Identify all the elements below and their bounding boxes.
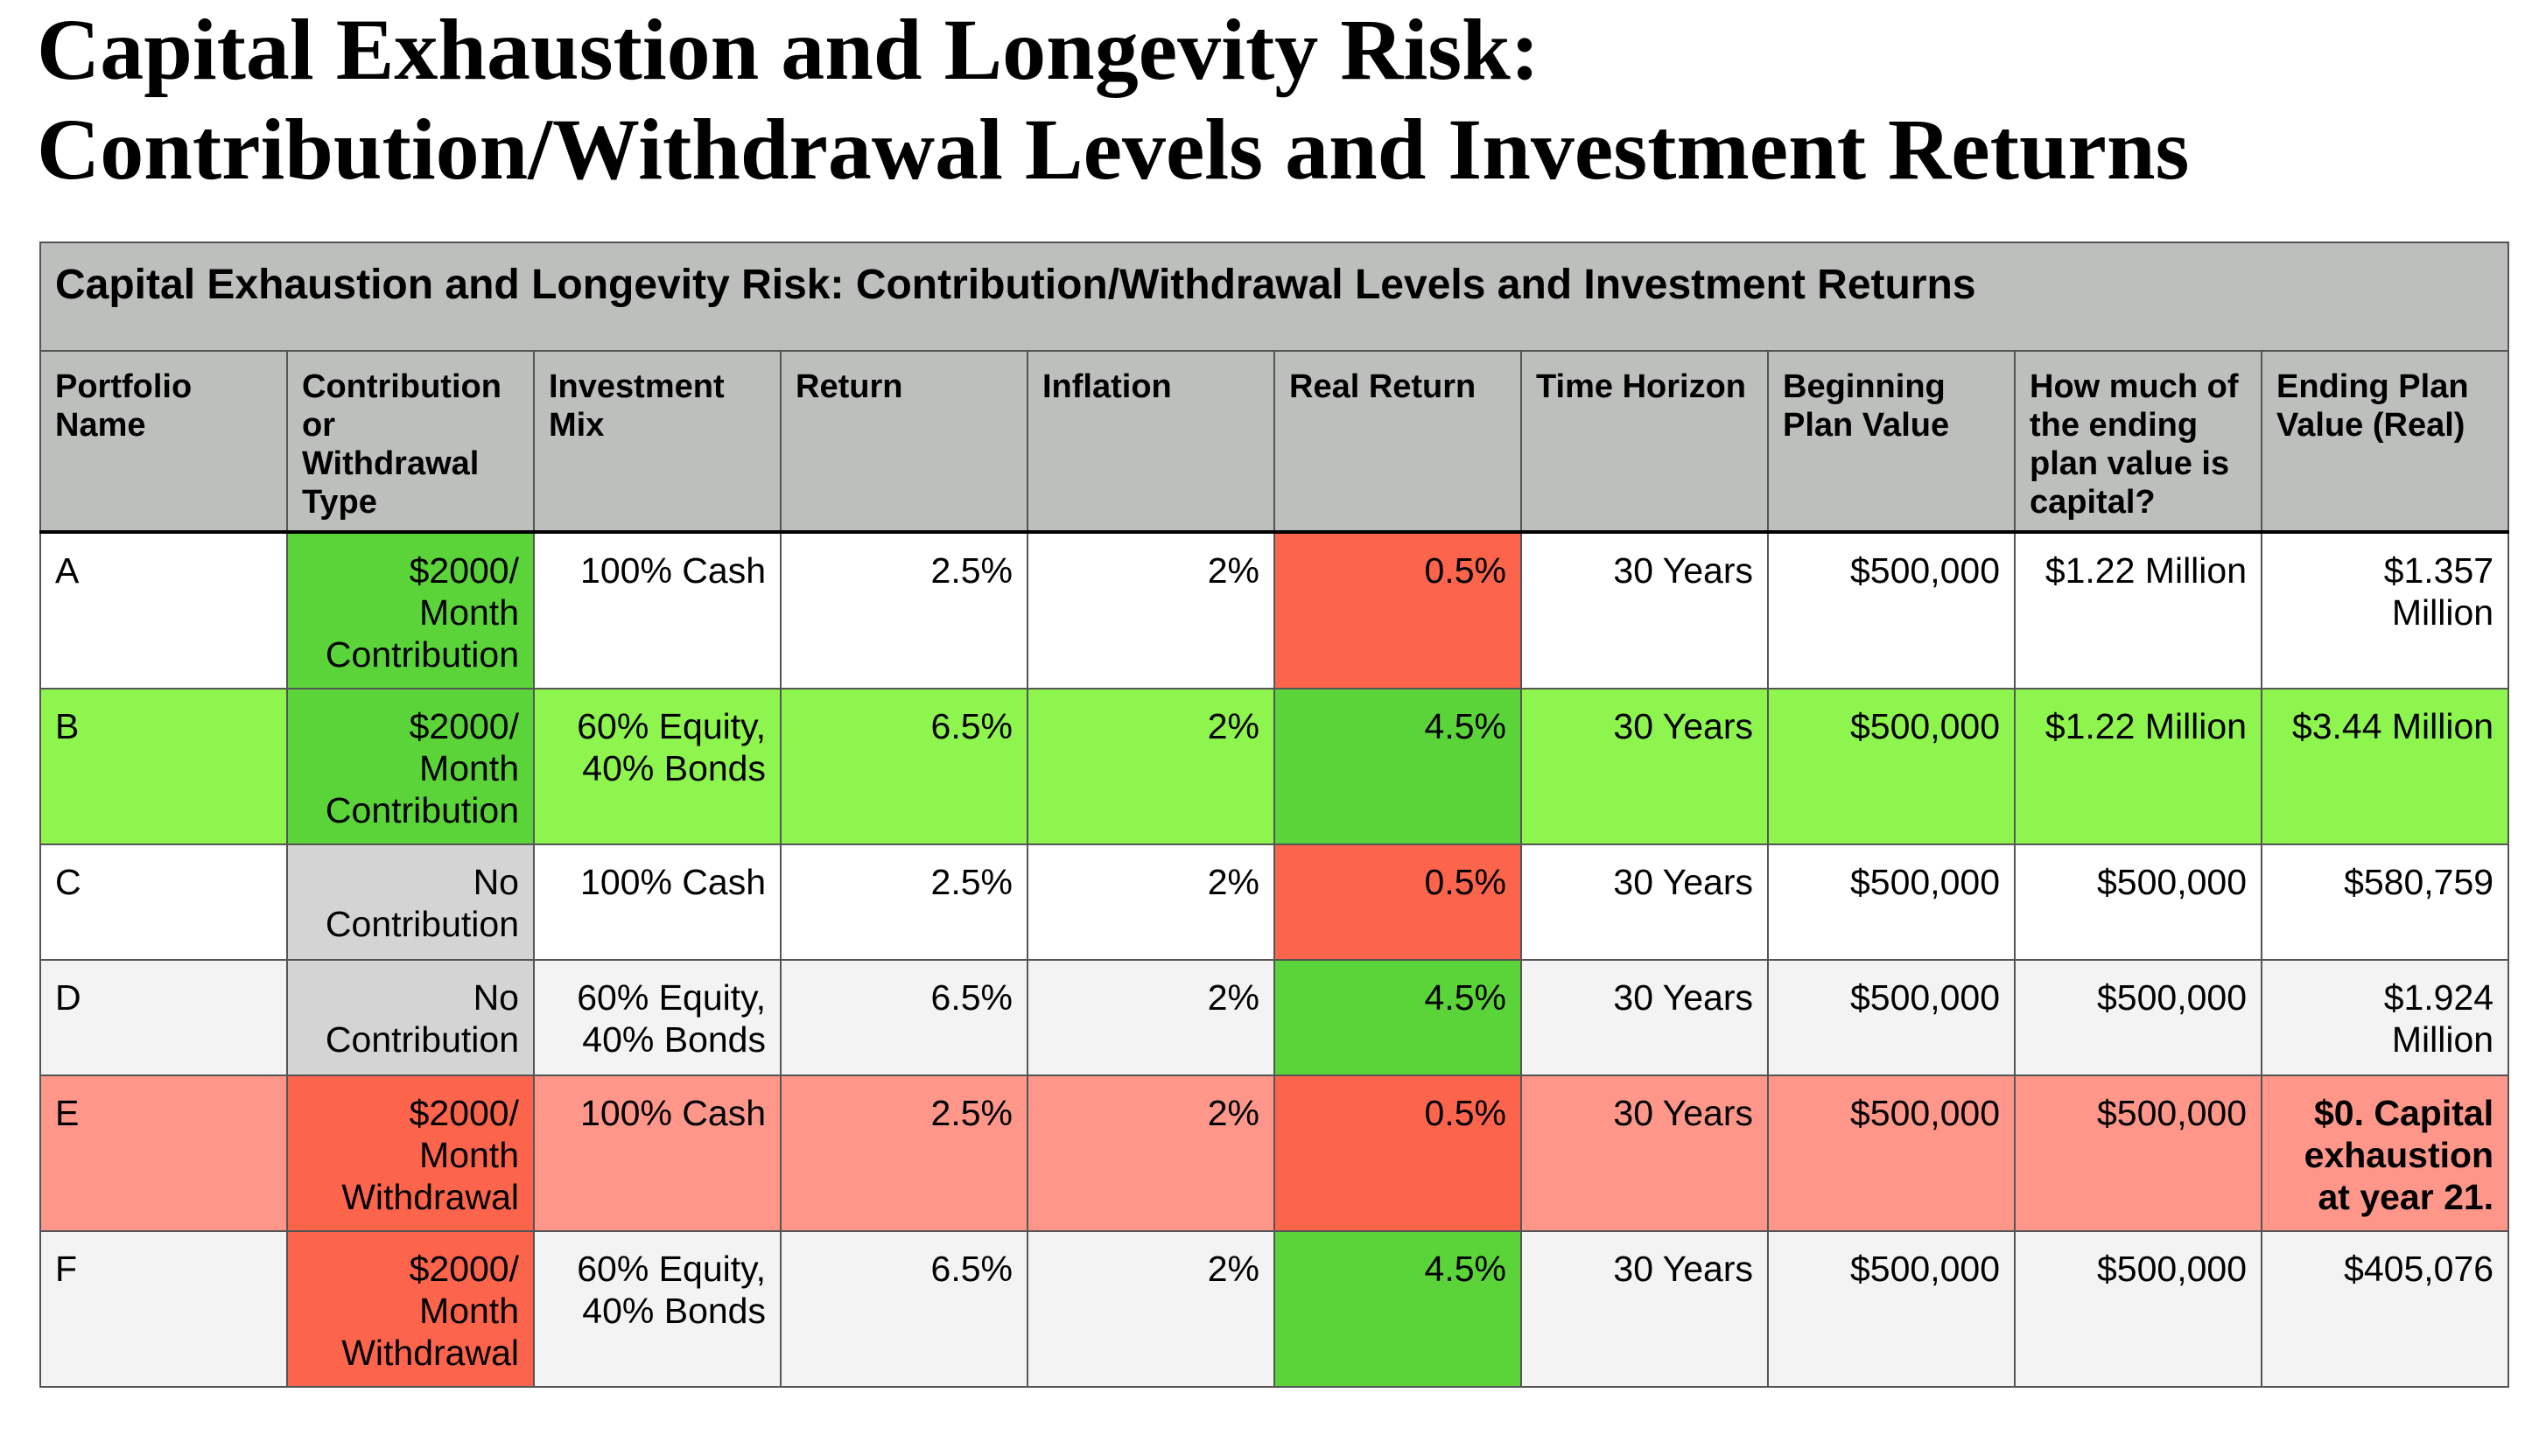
- real-return-cell: 4.5%: [1273, 959, 1522, 1076]
- contribution-type-cell: No Contribution: [286, 844, 535, 961]
- ending-plan-value-cell: $580,759: [2260, 844, 2510, 961]
- portfolio-name-cell: D: [39, 959, 288, 1076]
- investment-mix-cell: 60% Equity, 40% Bonds: [533, 688, 782, 845]
- header-inflation: Inflation: [1027, 350, 1275, 534]
- capital-portion-cell: $500,000: [2014, 959, 2262, 1076]
- time-horizon-cell: 30 Years: [1520, 688, 1769, 845]
- real-return-cell: 4.5%: [1273, 688, 1522, 845]
- beginning-plan-value-cell: $500,000: [1767, 531, 2016, 690]
- page-title-line-2: Contribution/Withdrawal Levels and Inves…: [37, 101, 2190, 198]
- inflation-cell: 2%: [1027, 959, 1275, 1076]
- real-return-cell: 0.5%: [1273, 531, 1522, 690]
- return-cell: 2.5%: [780, 844, 1028, 961]
- inflation-cell: 2%: [1027, 688, 1275, 845]
- capital-portion-cell: $500,000: [2014, 1074, 2262, 1232]
- investment-mix-cell: 60% Equity, 40% Bonds: [533, 959, 782, 1076]
- real-return-cell: 4.5%: [1273, 1230, 1522, 1388]
- beginning-plan-value-cell: $500,000: [1767, 688, 2016, 845]
- table-header-row: Portfolio Name Contribution or Withdrawa…: [39, 350, 2510, 534]
- real-return-cell: 0.5%: [1273, 1074, 1522, 1232]
- contribution-type-cell: No Contribution: [286, 959, 535, 1076]
- capital-portion-cell: $500,000: [2014, 844, 2262, 961]
- return-cell: 6.5%: [780, 1230, 1028, 1388]
- contribution-type-cell: $2000/ Month Withdrawal: [286, 1230, 535, 1388]
- ending-plan-value-cell: $3.44 Million: [2260, 688, 2510, 845]
- real-return-cell: 0.5%: [1273, 844, 1522, 961]
- header-return: Return: [780, 350, 1028, 534]
- inflation-cell: 2%: [1027, 531, 1275, 690]
- contribution-type-cell: $2000/ Month Contribution: [286, 688, 535, 845]
- header-contribution-type: Contribution or Withdrawal Type: [286, 350, 535, 534]
- beginning-plan-value-cell: $500,000: [1767, 1074, 2016, 1232]
- time-horizon-cell: 30 Years: [1520, 531, 1769, 690]
- ending-plan-value-cell: $0. Capital exhaustion at year 21.: [2260, 1074, 2510, 1232]
- inflation-cell: 2%: [1027, 844, 1275, 961]
- beginning-plan-value-cell: $500,000: [1767, 844, 2016, 961]
- return-cell: 2.5%: [780, 1074, 1028, 1232]
- portfolio-name-cell: E: [39, 1074, 288, 1232]
- portfolio-comparison-table: Capital Exhaustion and Longevity Risk: C…: [39, 242, 2510, 1388]
- return-cell: 6.5%: [780, 688, 1028, 845]
- ending-plan-value-cell: $1.357 Million: [2260, 531, 2510, 690]
- ending-plan-value-cell: $1.924 Million: [2260, 959, 2510, 1076]
- table-row-a: A $2000/ Month Contribution 100% Cash 2.…: [39, 531, 2510, 690]
- header-ending-plan-value: Ending Plan Value (Real): [2260, 350, 2510, 534]
- portfolio-name-cell: C: [39, 844, 288, 961]
- table-row-d: D No Contribution 60% Equity, 40% Bonds …: [39, 959, 2510, 1076]
- beginning-plan-value-cell: $500,000: [1767, 1230, 2016, 1388]
- capital-portion-cell: $1.22 Million: [2014, 688, 2262, 845]
- table-row-f: F $2000/ Month Withdrawal 60% Equity, 40…: [39, 1230, 2510, 1388]
- return-cell: 2.5%: [780, 531, 1028, 690]
- header-investment-mix: Investment Mix: [533, 350, 782, 534]
- page-title-line-1: Capital Exhaustion and Longevity Risk:: [37, 1, 1540, 98]
- contribution-type-cell: $2000/ Month Withdrawal: [286, 1074, 535, 1232]
- table-row-c: C No Contribution 100% Cash 2.5% 2% 0.5%…: [39, 844, 2510, 961]
- table-row-b: B $2000/ Month Contribution 60% Equity, …: [39, 688, 2510, 845]
- time-horizon-cell: 30 Years: [1520, 1074, 1769, 1232]
- investment-mix-cell: 100% Cash: [533, 844, 782, 961]
- capital-portion-cell: $500,000: [2014, 1230, 2262, 1388]
- investment-mix-cell: 60% Equity, 40% Bonds: [533, 1230, 782, 1388]
- capital-portion-cell: $1.22 Million: [2014, 531, 2262, 690]
- ending-plan-value-cell: $405,076: [2260, 1230, 2510, 1388]
- return-cell: 6.5%: [780, 959, 1028, 1076]
- table-caption: Capital Exhaustion and Longevity Risk: C…: [39, 242, 2510, 352]
- header-real-return: Real Return: [1273, 350, 1522, 534]
- portfolio-name-cell: F: [39, 1230, 288, 1388]
- beginning-plan-value-cell: $500,000: [1767, 959, 2016, 1076]
- portfolio-name-cell: A: [39, 531, 288, 690]
- header-portfolio-name: Portfolio Name: [39, 350, 288, 534]
- time-horizon-cell: 30 Years: [1520, 959, 1769, 1076]
- comparison-table-container: Capital Exhaustion and Longevity Risk: C…: [39, 242, 2510, 1388]
- time-horizon-cell: 30 Years: [1520, 1230, 1769, 1388]
- page-title: Capital Exhaustion and Longevity Risk: C…: [37, 0, 2487, 200]
- contribution-type-cell: $2000/ Month Contribution: [286, 531, 535, 690]
- investment-mix-cell: 100% Cash: [533, 531, 782, 690]
- investment-mix-cell: 100% Cash: [533, 1074, 782, 1232]
- inflation-cell: 2%: [1027, 1230, 1275, 1388]
- inflation-cell: 2%: [1027, 1074, 1275, 1232]
- portfolio-name-cell: B: [39, 688, 288, 845]
- table-caption-row: Capital Exhaustion and Longevity Risk: C…: [39, 242, 2510, 352]
- header-time-horizon: Time Horizon: [1520, 350, 1769, 534]
- header-beginning-plan-value: Beginning Plan Value: [1767, 350, 2016, 534]
- table-row-e: E $2000/ Month Withdrawal 100% Cash 2.5%…: [39, 1074, 2510, 1232]
- time-horizon-cell: 30 Years: [1520, 844, 1769, 961]
- header-capital-portion: How much of the ending plan value is cap…: [2014, 350, 2262, 534]
